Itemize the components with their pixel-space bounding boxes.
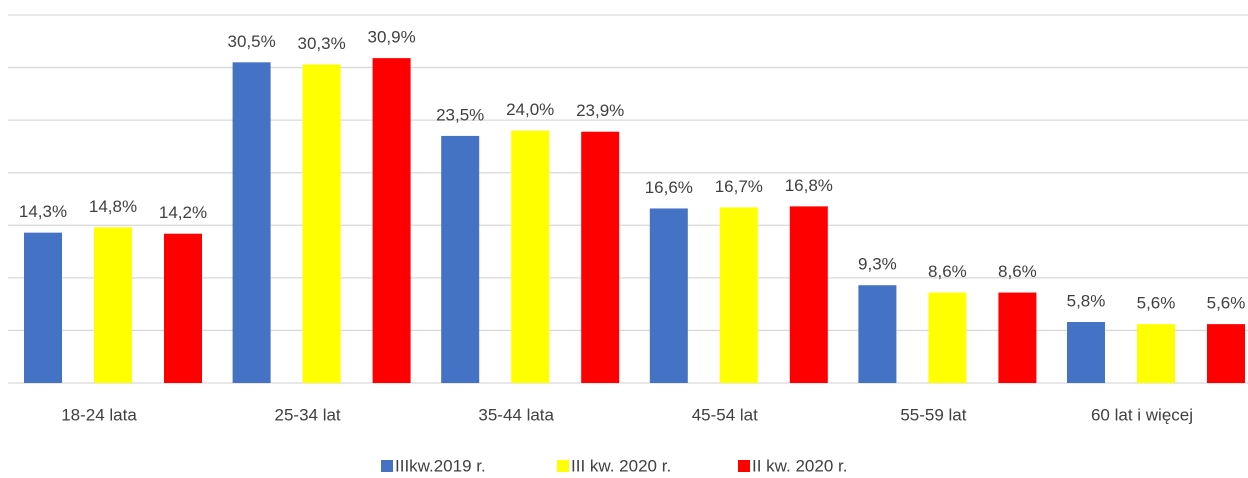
bar — [928, 292, 967, 383]
bar — [858, 285, 897, 383]
x-tick-label: 55-59 lat — [900, 405, 966, 424]
value-label: 9,3% — [858, 255, 897, 274]
bar — [164, 233, 202, 383]
value-label: 16,6% — [645, 178, 693, 197]
value-label: 16,8% — [785, 176, 833, 195]
bar — [24, 232, 62, 383]
x-tick-label: 18-24 lata — [61, 405, 137, 424]
value-label: 30,9% — [367, 28, 415, 47]
value-label: 8,6% — [998, 262, 1037, 281]
bar — [1137, 324, 1175, 383]
bar — [511, 130, 550, 383]
bar — [372, 58, 411, 383]
bar — [1207, 324, 1245, 383]
bar — [302, 64, 341, 383]
legend-swatch — [738, 460, 750, 472]
legend-swatch — [557, 460, 569, 472]
bar — [232, 62, 271, 384]
bar — [1067, 322, 1105, 383]
value-label: 14,3% — [19, 202, 67, 221]
value-label: 23,5% — [436, 105, 484, 124]
legend-label: IIIkw.2019 r. — [395, 456, 486, 475]
value-label: 14,8% — [89, 197, 137, 216]
legend-label: III kw. 2020 r. — [571, 456, 671, 475]
bar — [649, 208, 688, 383]
value-label: 30,5% — [227, 32, 275, 51]
value-label: 5,6% — [1137, 294, 1176, 313]
bar — [998, 292, 1037, 383]
value-label: 23,9% — [576, 101, 624, 120]
legend-swatch — [381, 460, 393, 472]
bar — [581, 131, 620, 383]
bar — [789, 206, 828, 383]
value-label: 5,6% — [1207, 294, 1246, 313]
value-label: 14,2% — [159, 203, 207, 222]
x-tick-label: 25-34 lat — [275, 405, 341, 424]
bar — [94, 227, 132, 383]
value-label: 5,8% — [1067, 292, 1106, 311]
x-tick-label: 60 lat i więcej — [1091, 405, 1193, 424]
value-label: 24,0% — [506, 100, 554, 119]
value-label: 30,3% — [297, 34, 345, 53]
bar — [719, 207, 758, 383]
value-label: 8,6% — [928, 262, 967, 281]
bar — [441, 135, 480, 383]
x-tick-label: 45-54 lat — [692, 405, 758, 424]
value-label: 16,7% — [715, 177, 763, 196]
legend-label: II kw. 2020 r. — [752, 456, 847, 475]
x-tick-label: 35-44 lata — [478, 405, 554, 424]
